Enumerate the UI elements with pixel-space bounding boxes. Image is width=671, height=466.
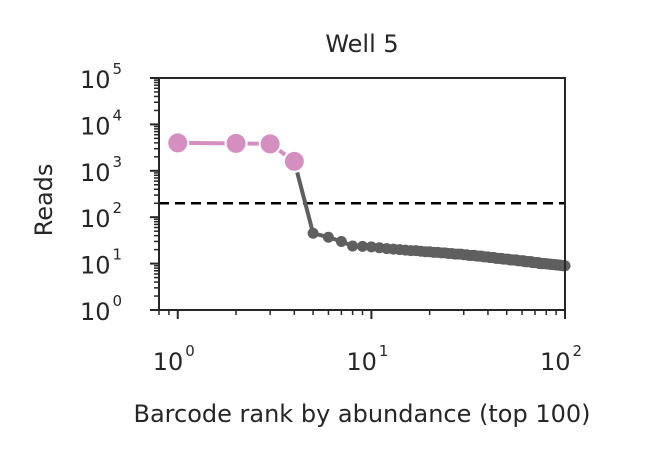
selected-series-point [258,132,282,156]
y-tick-label: 10 1 [80,246,122,280]
selected-series-point [224,131,248,155]
y-tick-label: 10 4 [80,106,122,140]
selected-series-point [282,149,306,173]
background-series-point [307,227,319,239]
x-tick-label: 10 1 [346,342,388,376]
x-tick-label: 10 2 [540,342,582,376]
selected-series-point [166,131,190,155]
chart-title: Well 5 [325,30,398,58]
x-tick-exponent: 1 [379,342,389,360]
background-series-point [335,235,347,247]
ticks-layer: 10 0 10 1 10 210 010 110 210 310 410 5 [80,60,582,376]
selected-series-line [177,140,296,163]
background-series-point [322,231,334,243]
y-tick-exponent: 3 [113,153,123,171]
plot-frame [158,77,566,311]
background-series-point [365,241,377,253]
y-axis-label: Reads [30,164,58,237]
background-series-point [357,240,369,252]
y-tick-label: 10 2 [80,199,122,233]
x-tick-exponent: 2 [573,342,583,360]
y-tick-exponent: 2 [113,199,123,217]
series-layer [166,131,571,272]
x-axis-label: Barcode rank by abundance (top 100) [134,400,591,428]
x-tick-exponent: 0 [185,342,195,360]
y-tick-exponent: 1 [113,246,123,264]
y-tick-label: 10 3 [80,153,122,187]
x-tick-label: 10 0 [153,342,195,376]
y-tick-exponent: 0 [113,292,123,310]
y-tick-exponent: 4 [113,106,123,124]
y-tick-label: 10 0 [80,292,122,326]
series-connector [292,160,316,234]
background-series-point [347,240,359,252]
y-tick-label: 10 5 [80,60,122,94]
y-tick-exponent: 5 [113,60,123,78]
